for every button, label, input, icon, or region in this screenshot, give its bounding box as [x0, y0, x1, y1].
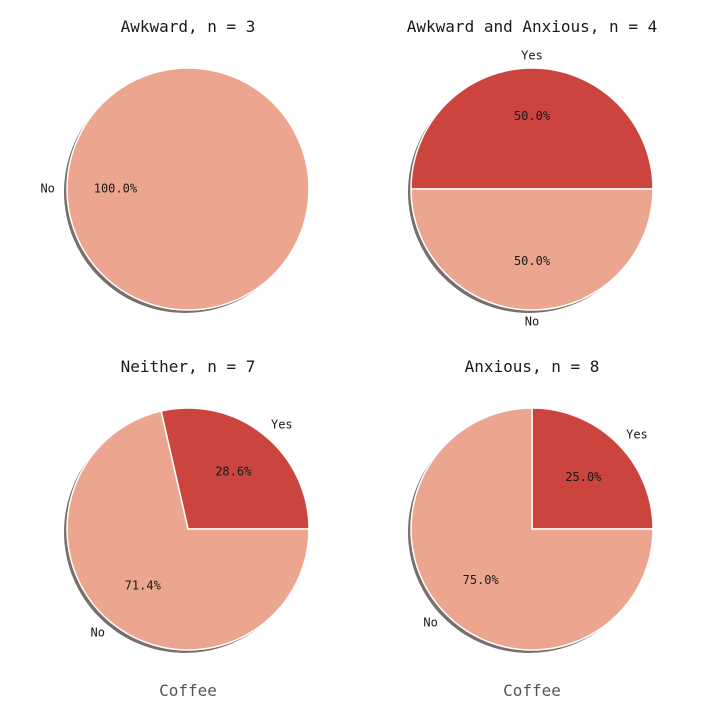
chart-title-anxious: Anxious, n = 8	[465, 357, 600, 376]
pie-slice-no	[66, 410, 310, 651]
pie-slice-no	[410, 188, 654, 311]
chart-title-awkward: Awkward, n = 3	[121, 17, 256, 36]
slice-label-yes: Yes	[521, 48, 543, 62]
percent-label-yes: 25.0%	[565, 470, 602, 484]
pie-awkward-and-anxious: Yes 50.0% No 50.0%	[408, 48, 654, 329]
pie-awkward: No 100.0%	[40, 67, 310, 313]
pie-anxious: Yes 25.0% No 75.0%	[408, 407, 654, 653]
percent-label-yes: 28.6%	[215, 465, 252, 479]
slice-label-no: No	[91, 626, 105, 640]
x-axis-label-anxious: Coffee	[503, 681, 561, 700]
pie-slice-yes	[160, 407, 310, 530]
slice-label-yes: Yes	[271, 417, 293, 431]
percent-label-no: 50.0%	[514, 254, 551, 268]
slice-label-no: No	[423, 616, 437, 630]
slice-label-yes: Yes	[626, 427, 648, 441]
slice-label-no: No	[525, 315, 539, 329]
chart-title-neither: Neither, n = 7	[121, 357, 256, 376]
pie-neither: Yes 28.6% No 71.4%	[64, 407, 310, 653]
panel-awkward: Awkward, n = 3 No 100.0%	[40, 17, 310, 313]
pie-slice-no	[66, 67, 310, 311]
pie-slice-yes	[410, 67, 654, 190]
slice-label-no: No	[40, 182, 54, 196]
panel-neither: Neither, n = 7 Yes 28.6% No 71.4% Coffee	[64, 357, 310, 700]
percent-label-no: 75.0%	[463, 573, 500, 587]
pie-slice-yes	[531, 407, 654, 530]
pie-slice-no	[410, 407, 654, 651]
percent-label-yes: 50.0%	[514, 109, 551, 123]
panel-awkward-and-anxious: Awkward and Anxious, n = 4 Yes 50.0% No 50.…	[407, 17, 657, 329]
percent-label-no: 100.0%	[94, 182, 138, 196]
x-axis-label-neither: Coffee	[159, 681, 217, 700]
panel-anxious: Anxious, n = 8 Yes 25.0% No 75.0% Coffee	[408, 357, 654, 700]
percent-label-no: 71.4%	[125, 578, 162, 592]
chart-title-awkward-and-anxious: Awkward and Anxious, n = 4	[407, 17, 657, 36]
